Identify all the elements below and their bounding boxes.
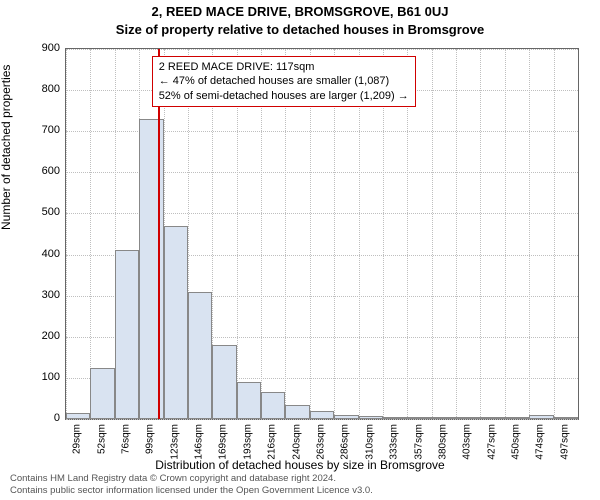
x-axis-label: Distribution of detached houses by size … [0, 458, 600, 472]
y-tick-label: 0 [20, 412, 60, 424]
x-tick-label: 193sqm [242, 424, 253, 460]
grid-v [529, 49, 530, 419]
x-tick-label: 52sqm [96, 424, 107, 454]
annotation-line: ← 47% of detached houses are smaller (1,… [159, 74, 409, 88]
footer-attribution: Contains HM Land Registry data © Crown c… [10, 473, 373, 496]
x-tick-label: 263sqm [316, 424, 327, 460]
footer-line1: Contains HM Land Registry data © Crown c… [10, 473, 373, 484]
x-tick-label: 76sqm [120, 424, 131, 454]
x-tick-label: 99sqm [145, 424, 156, 454]
y-tick-label: 100 [20, 371, 60, 383]
x-tick-label: 474sqm [535, 424, 546, 460]
histogram-bar [66, 413, 90, 419]
histogram-bar [285, 405, 309, 419]
y-tick-label: 800 [20, 83, 60, 95]
y-tick-label: 600 [20, 165, 60, 177]
y-tick-label: 400 [20, 248, 60, 260]
annotation-line: 2 REED MACE DRIVE: 117sqm [159, 60, 409, 74]
x-tick-label: 169sqm [218, 424, 229, 460]
annotation-box: 2 REED MACE DRIVE: 117sqm← 47% of detach… [152, 56, 416, 107]
y-axis-label: Number of detached properties [0, 65, 13, 230]
histogram-bar [212, 345, 236, 419]
histogram-bar [456, 417, 480, 419]
x-tick-label: 146sqm [194, 424, 205, 460]
histogram-bar [480, 417, 504, 419]
histogram-bar [529, 415, 553, 419]
chart-title-line2: Size of property relative to detached ho… [0, 22, 600, 37]
grid-v [432, 49, 433, 419]
grid-h [66, 419, 578, 420]
grid-v [456, 49, 457, 419]
footer-line2: Contains public sector information licen… [10, 485, 373, 496]
histogram-bar [164, 226, 188, 419]
x-tick-label: 450sqm [511, 424, 522, 460]
histogram-bar [359, 416, 383, 419]
histogram-bar [90, 368, 114, 419]
histogram-bar [115, 250, 139, 419]
x-tick-label: 357sqm [413, 424, 424, 460]
x-tick-label: 497sqm [559, 424, 570, 460]
y-tick-label: 700 [20, 124, 60, 136]
histogram-bar [505, 417, 529, 419]
histogram-bar [554, 417, 578, 419]
grid-v [554, 49, 555, 419]
grid-h [66, 49, 578, 50]
histogram-bar [188, 292, 212, 419]
x-tick-label: 310sqm [364, 424, 375, 460]
x-tick-label: 403sqm [462, 424, 473, 460]
histogram-bar [261, 392, 285, 419]
y-tick-label: 500 [20, 206, 60, 218]
grid-v [66, 49, 67, 419]
x-tick-label: 286sqm [340, 424, 351, 460]
x-tick-label: 216sqm [267, 424, 278, 460]
x-tick-label: 380sqm [437, 424, 448, 460]
histogram-bar [139, 119, 163, 419]
x-tick-label: 427sqm [486, 424, 497, 460]
histogram-bar [237, 382, 261, 419]
histogram-bar [310, 411, 334, 419]
y-tick-label: 900 [20, 42, 60, 54]
chart-title-line1: 2, REED MACE DRIVE, BROMSGROVE, B61 0UJ [0, 4, 600, 19]
x-tick-label: 29sqm [72, 424, 83, 454]
grid-v [90, 49, 91, 419]
x-tick-label: 240sqm [291, 424, 302, 460]
y-tick-label: 200 [20, 330, 60, 342]
histogram-bar [407, 417, 431, 419]
chart-canvas: 2, REED MACE DRIVE, BROMSGROVE, B61 0UJ … [0, 0, 600, 500]
x-tick-label: 333sqm [389, 424, 400, 460]
x-tick-label: 123sqm [169, 424, 180, 460]
histogram-bar [432, 417, 456, 419]
grid-v [505, 49, 506, 419]
y-tick-label: 300 [20, 289, 60, 301]
histogram-bar [383, 417, 407, 419]
annotation-line: 52% of semi-detached houses are larger (… [159, 89, 409, 103]
histogram-bar [334, 415, 358, 419]
grid-v [480, 49, 481, 419]
